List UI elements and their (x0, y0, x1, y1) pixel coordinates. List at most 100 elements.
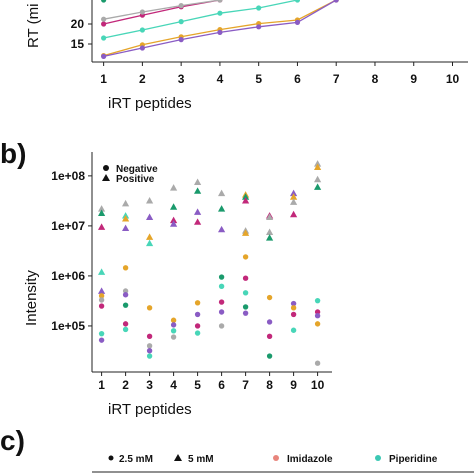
panel-a-x-tick-label: 3 (178, 72, 185, 86)
panel-b-point-circle (122, 326, 129, 333)
panel-b-point-circle (266, 294, 273, 301)
panel-b-point-triangle (218, 205, 226, 212)
panel-b-point-triangle (266, 228, 274, 236)
legend-positive-label: Positive (116, 174, 155, 185)
panel-b-point-circle (122, 288, 129, 294)
panel-a-series-point (217, 0, 223, 3)
panel-a-y-label: RT (mi (25, 4, 42, 48)
panel-b-point-circle (146, 347, 153, 354)
panel-b-point-triangle (122, 199, 130, 207)
panel-b-point-circle (314, 297, 321, 304)
panel-b-x-tick-label: 6 (218, 378, 225, 392)
panel-b-point-circle (242, 275, 249, 281)
panel-b-x-ticks: 1 2 3 4 5 6 7 8 9 10 (98, 372, 325, 392)
panel-b-point-circle (314, 360, 321, 366)
panel-b-point-circle (98, 337, 105, 343)
panel-b-point-triangle (170, 220, 178, 227)
panel-b-point-triangle (290, 193, 298, 200)
panel-b-letter: b) (0, 138, 26, 169)
panel-b-x-tick-label: 5 (194, 378, 201, 392)
panel-b-point-circle (170, 328, 177, 334)
panel-b-point-triangle (194, 178, 202, 185)
panel-b-point-circle (218, 283, 225, 289)
panel-b-point-circle (194, 330, 201, 336)
panel-b-x-tick-label: 3 (146, 378, 153, 392)
panel-b-point-triangle (218, 189, 226, 197)
panel-b-point-circle (98, 330, 105, 337)
panel-b-point-triangle (98, 268, 106, 275)
panel-c-letter: c) (0, 425, 25, 456)
panel-b-point-triangle (98, 287, 106, 294)
panel-a-series-point (217, 29, 223, 35)
panel-b-point-triangle (98, 209, 106, 217)
panel-b-point-triangle (122, 224, 130, 232)
panel-b-point-circle (122, 292, 129, 298)
panel-b-point-triangle (290, 210, 298, 218)
panel-a-x-tick-label: 9 (410, 72, 417, 86)
panel-b-point-circle (290, 300, 297, 307)
panel-b-point-triangle (314, 160, 322, 167)
panel-b-point-triangle (290, 198, 298, 205)
panel-a-series-line (103, 0, 221, 25)
panel-b-point-circle (122, 321, 129, 327)
panel-a-series-point (139, 27, 145, 33)
panel-b-x-tick-label: 10 (311, 378, 325, 392)
panel-b-point-circle (314, 321, 321, 327)
legend-5mm-marker (174, 454, 182, 461)
panel-a-series-point (101, 16, 107, 22)
panel-b-x-tick-label: 4 (170, 378, 177, 392)
panel-b-point-triangle (146, 197, 154, 204)
panel-b-point-triangle (314, 175, 322, 183)
panel-b-point-triangle (290, 189, 298, 197)
panel-b-point-triangle (242, 193, 250, 200)
panel-c: c) 2.5 mM 5 mM Imidazole Piperidine (0, 425, 474, 473)
panel-b-point-triangle (146, 213, 154, 220)
panel-a-x-tick-label: 1 (100, 72, 107, 86)
legend-imidazole-label: Imidazole (287, 454, 333, 465)
panel-b-y-label: Intensity (23, 270, 40, 326)
panel-b-point-circle (314, 309, 321, 315)
panel-a-x-tick-label: 4 (217, 72, 224, 86)
panel-b-x-label: iRT peptides (108, 401, 192, 418)
legend-2-5mm-label: 2.5 mM (119, 454, 153, 465)
panel-b-point-circle (146, 333, 153, 340)
legend-5mm-label: 5 mM (188, 454, 214, 465)
panel-b-point-circle (242, 254, 249, 260)
panel-b-x-tick-label: 9 (290, 378, 297, 392)
panel-a-series-point (294, 0, 301, 3)
panel-b-y-ticks: 1e+08 1e+07 1e+06 1e+05 (51, 169, 92, 333)
panel-b-point-circle (266, 333, 273, 340)
panel-a-series-line (103, 0, 221, 20)
panel-a-y-tick-label: 20 (71, 17, 85, 31)
panel-b-point-triangle (146, 239, 154, 247)
panel-b-point-circle (122, 265, 129, 271)
panel-a-series-point (139, 45, 145, 51)
panel-b-point-circle (170, 317, 177, 323)
panel-a-series-point (139, 9, 145, 15)
panel-a-x-tick-label: 5 (255, 72, 262, 86)
panel-b-point-triangle (266, 234, 274, 241)
panel-b-point-circle (146, 353, 153, 359)
panel-b-y-tick-label: 1e+06 (51, 269, 85, 283)
panel-b: b) 1e+08 1e+07 1e+06 1e+05 1 2 3 4 5 6 7 8 9 10 Nega… (0, 138, 332, 418)
legend-piperidine-marker (375, 455, 381, 461)
panel-b-point-triangle (122, 214, 130, 222)
panel-a-series-point (294, 19, 301, 25)
panel-a-series (101, 0, 339, 60)
panel-b-point-circle (218, 323, 225, 329)
panel-b-y-tick-label: 1e+07 (51, 219, 85, 233)
panel-b-point-triangle (194, 187, 202, 194)
panel-a-series-point (101, 21, 107, 27)
panel-b-point-circle (98, 293, 105, 299)
panel-b-point-triangle (194, 218, 202, 225)
panel-b-point-triangle (314, 183, 322, 190)
panel-b-point-circle (98, 297, 105, 303)
panel-a-x-tick-label: 8 (372, 72, 379, 86)
panel-b-point-circle (314, 313, 321, 319)
panel-b-point-circle (266, 353, 273, 359)
panel-b-point-triangle (314, 163, 322, 170)
panel-a-x-tick-label: 6 (294, 72, 301, 86)
panel-a-series-point (217, 10, 223, 16)
